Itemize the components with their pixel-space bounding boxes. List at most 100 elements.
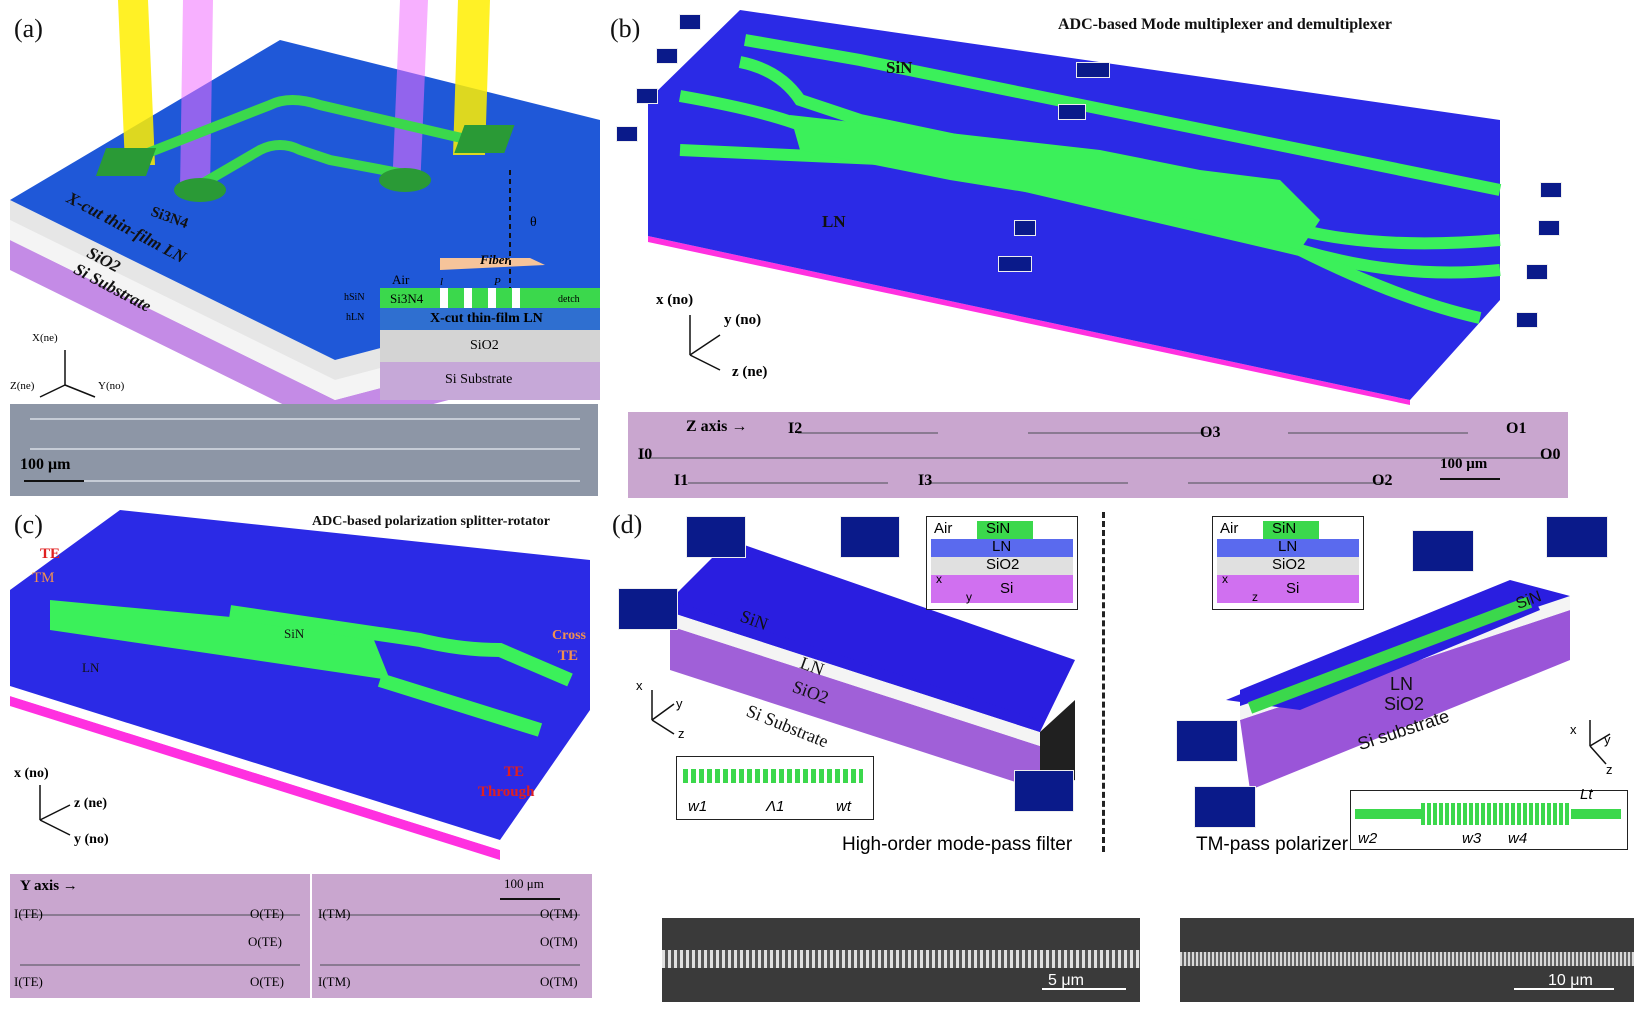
panel-d-left-mode-1 [686, 516, 746, 558]
panel-c-title: ADC-based polarization splitter-rotator [312, 514, 550, 529]
panel-d-right-mode-2 [1546, 516, 1608, 558]
panel-b-port-i3: I3 [918, 472, 933, 489]
panel-a-sub-label: Si Substrate [445, 372, 513, 387]
panel-d-right-sio2: SiO2 [1384, 694, 1425, 714]
panel-d-right-axes [1589, 720, 1611, 765]
panel-d-left-inset-si: Si [1000, 580, 1014, 597]
panel-d-left-dim-l1: Λ1 [766, 798, 785, 815]
panel-d-right-inset [1212, 516, 1364, 610]
panel-a-hsin-label: hSiN [344, 292, 365, 303]
panel-c-port-l-2: O(TE) [248, 934, 282, 949]
panel-b-mode-mid-4 [998, 256, 1032, 272]
panel-b-mode-mid-2 [1058, 104, 1086, 120]
panel-c-port-r-3: I(TM) [318, 974, 351, 989]
panel-d-left-inset-sin: SiN [986, 520, 1011, 537]
panel-a-fiber-label: Fiber [480, 252, 510, 267]
panel-d-label: (d) [612, 510, 643, 539]
panel-d-right-axis-y: y [1604, 732, 1611, 747]
panel-d-left-axis-z: z [678, 726, 685, 741]
panel-d-left-inset-air: Air [934, 520, 953, 537]
panel-d-right-sem [1180, 918, 1634, 1002]
panel-b-port-o2: O2 [1372, 472, 1393, 489]
panel-b-device [648, 10, 1502, 405]
panel-b-port-o3: O3 [1200, 424, 1221, 441]
panel-a-detch-label: detch [558, 294, 580, 305]
panel-d-left-axes [651, 690, 675, 735]
panel-b-mode-in-3 [636, 88, 658, 104]
panel-b-axis-y: y (no) [724, 312, 762, 328]
panel-d-left-sem-scale: 5 μm [1048, 972, 1084, 989]
panel-c-label: (c) [14, 510, 43, 539]
panel-c-micro-axis: Y axis → [20, 878, 78, 894]
panel-c-through: Through [478, 784, 535, 800]
panel-d-right-axis-z: z [1606, 762, 1613, 777]
panel-b-micrograph [628, 412, 1568, 498]
panel-d-right-mode-1 [1412, 530, 1474, 572]
panel-d-right-axis-x: x [1570, 722, 1577, 737]
panel-d-right-inset-si: Si [1286, 580, 1300, 597]
panel-a-ln-label: X-cut thin-film LN [430, 311, 543, 326]
panel-c-cross: Cross [552, 628, 586, 643]
panel-c-port-l-5: O(TE) [250, 974, 284, 989]
panel-a-p-label: P [494, 276, 501, 288]
panel-d-left-mode-3 [618, 588, 678, 630]
panel-c-axis-y: y (no) [74, 832, 109, 847]
panel-c-port-r-1: I(TM) [318, 906, 351, 921]
panel-b-mode-in-2 [656, 48, 678, 64]
panel-d-right-dim-w4: w4 [1508, 830, 1528, 847]
panel-d-right-inset-sin: SiN [1272, 520, 1297, 537]
panel-d-right-mode-4 [1194, 786, 1256, 828]
panel-b-ln-label: LN [822, 212, 846, 231]
panel-a-axes [39, 350, 96, 398]
panel-c-in-tm: TM [32, 570, 55, 586]
panel-d-right-ln: LN [1390, 674, 1414, 694]
panel-a-hln-label: hLN [346, 312, 365, 323]
panel-d-left-inset-sio2: SiO2 [986, 556, 1020, 573]
panel-b-sin-label: SiN [886, 58, 913, 77]
panel-d-right-caption: TM-pass polarizer [1196, 834, 1349, 855]
panel-d-left-mode-4 [1014, 770, 1074, 812]
panel-a-label: (a) [14, 14, 43, 43]
panel-c-axes [39, 785, 71, 836]
panel-d-left-dims-inset [676, 756, 874, 820]
panel-b-axis-x: x (no) [656, 292, 694, 308]
panel-c-port-r-5: O(TM) [540, 974, 578, 989]
panel-d-right-inset-ln: LN [1278, 538, 1298, 555]
panel-c-port-l-1: I(TE) [14, 906, 43, 921]
panel-c-axis-x: x (no) [14, 766, 49, 781]
panel-d-left-caption: High-order mode-pass filter [842, 834, 1073, 855]
panel-b-port-i0: I0 [638, 446, 653, 463]
panel-d-left-inset-ln: LN [992, 538, 1012, 555]
panel-b-label: (b) [610, 14, 641, 43]
panel-b-mode-out-2 [1538, 220, 1560, 236]
panel-c-axis-z: z (ne) [74, 796, 108, 811]
panel-a-air-label: Air [392, 272, 410, 287]
panel-a-theta-label: θ [530, 215, 537, 230]
panel-c-device [10, 510, 590, 860]
panel-b-port-o1: O1 [1506, 420, 1527, 437]
panel-b-mode-out-1 [1540, 182, 1562, 198]
panel-d-right-dims-inset [1350, 790, 1628, 850]
panel-b-axes [689, 315, 721, 371]
panel-b-title: ADC-based Mode multiplexer and demultipl… [1058, 16, 1392, 33]
panel-b-mode-out-4 [1516, 312, 1538, 328]
panel-a-axis-y: Y(no) [98, 380, 125, 392]
panel-d-left-inset-x: x [936, 572, 942, 586]
panel-b-micro-axis: Z axis → [686, 418, 748, 435]
panel-a-cross-section [380, 270, 600, 400]
panel-d-left-sem [662, 918, 1140, 1002]
panel-d-left-axis-x: x [636, 678, 643, 693]
panel-d-left-dim-w1: w1 [688, 798, 708, 815]
panel-d-divider [1102, 512, 1105, 852]
panel-c-micrograph [10, 874, 592, 998]
panel-c-through-te: TE [504, 764, 525, 780]
panel-a-axis-z: Z(ne) [10, 380, 35, 392]
panel-b-mode-in-1 [679, 14, 701, 30]
panel-c-scale-bar: 100 μm [504, 876, 544, 891]
panel-c-port-r-4: O(TM) [540, 906, 578, 921]
panel-d-right-sem-scale: 10 μm [1548, 972, 1593, 989]
panel-c-in-te: TE [40, 546, 61, 562]
panel-b-port-i1: I1 [674, 472, 689, 489]
panel-d-right-inset-z: z [1252, 590, 1258, 604]
panel-d-right-device [1226, 580, 1570, 790]
